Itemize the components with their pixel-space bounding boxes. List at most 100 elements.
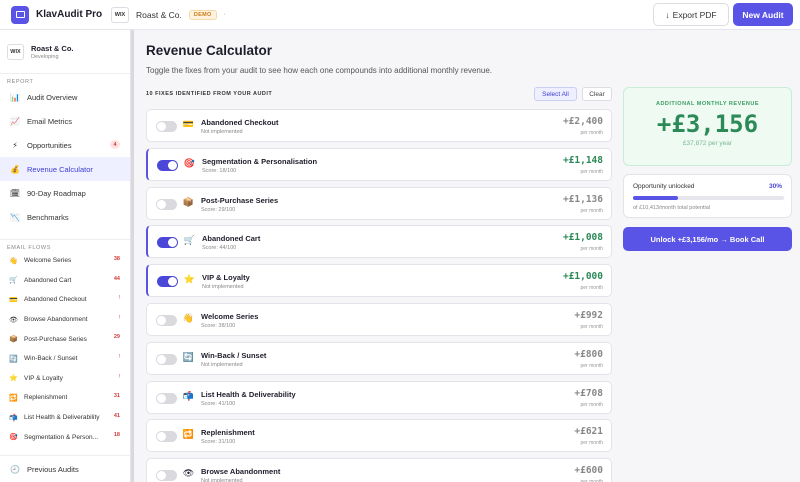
fix-toggle[interactable]: [156, 431, 177, 443]
flow-score: 44: [113, 275, 120, 282]
money-bag-icon: 💰: [10, 164, 20, 174]
nav-email-metrics[interactable]: 📈 Email Metrics: [0, 109, 130, 133]
select-all-button[interactable]: Select All: [534, 87, 577, 101]
clear-button[interactable]: Clear: [582, 87, 612, 101]
toggle-knob: [168, 238, 177, 248]
fix-value: +£708: [574, 387, 603, 399]
client-logo: WIX: [111, 6, 129, 23]
fix-title: Welcome Series: [201, 312, 259, 321]
flow-welcome-series[interactable]: 👋 Welcome Series 38: [0, 251, 130, 271]
nav-previous-audits[interactable]: 🕘 Previous Audits: [0, 455, 131, 482]
fix-count-label: 10 FIXES IDENTIFIED FROM YOUR AUDIT: [146, 91, 273, 97]
flow-abandoned-cart[interactable]: 🛒 Abandoned Cart 44: [0, 271, 130, 291]
flow-abandoned-checkout[interactable]: 💳 Abandoned Checkout !: [0, 290, 130, 310]
benchmark-chart-icon: 📉: [10, 212, 20, 222]
flow-label: Replenishment: [24, 394, 68, 402]
nav-label: Revenue Calculator: [27, 164, 93, 174]
fix-icon: 🛒: [183, 235, 196, 246]
fix-title: Replenishment: [201, 428, 255, 438]
fix-icon: 📦: [182, 196, 195, 207]
client-menu-icon[interactable]: ·: [223, 11, 226, 18]
toggle-knob: [157, 432, 166, 442]
flow-alert: !: [118, 353, 120, 360]
export-pdf-button[interactable]: ↓ Export PDF: [653, 3, 729, 26]
client-switcher[interactable]: WIX Roast & Co. DEMO ·: [111, 6, 226, 23]
nav-audit-overview[interactable]: 📊 Audit Overview: [0, 85, 130, 109]
toggle-knob: [157, 122, 166, 131]
fix-per-month: per month: [580, 440, 603, 447]
fix-value: +£600: [574, 465, 603, 477]
toggle-knob: [168, 160, 177, 170]
fix-toggle[interactable]: [156, 353, 177, 365]
fix-subtitle: Score: 29/100: [201, 206, 236, 213]
nav-90-day-roadmap[interactable]: 🗓 90-Day Roadmap: [0, 181, 130, 205]
fix-value: +£621: [574, 426, 603, 438]
fix-per-month: per month: [580, 168, 603, 175]
workspace-switcher[interactable]: WIX Roast & Co. Developing: [0, 30, 130, 64]
fix-value: +£1,136: [562, 193, 603, 205]
fix-toggle[interactable]: [156, 392, 177, 404]
flow-browse-abandonment[interactable]: 👁 Browse Abandonment !: [0, 310, 130, 330]
nav-label: 90-Day Roadmap: [27, 188, 86, 198]
trend-icon: 📈: [10, 116, 20, 126]
new-audit-button[interactable]: New Audit: [733, 3, 793, 26]
fix-toggle[interactable]: [157, 237, 178, 249]
flow-label: Segmentation & Person...: [24, 433, 99, 441]
fix-row[interactable]: 💳 Abandoned Checkout Not implemented +£2,40…: [146, 109, 612, 142]
flow-vip-loyalty[interactable]: ⭐ VIP & Loyalty !: [0, 369, 130, 389]
fix-icon: 💳: [182, 119, 195, 129]
fix-subtitle: Not implemented: [201, 478, 243, 482]
flow-alert: !: [118, 373, 120, 380]
flow-label: Browse Abandonment: [24, 316, 88, 324]
package-icon: 📦: [9, 336, 18, 344]
nav-revenue-calculator[interactable]: 💰 Revenue Calculator: [0, 157, 130, 181]
fix-toggle[interactable]: [156, 121, 177, 132]
report-section-heading: REPORT: [0, 73, 130, 85]
fix-row[interactable]: 🎯 Segmentation & Personalisation Score: 18…: [146, 147, 612, 181]
flow-replenishment[interactable]: 🔁 Replenishment 31: [0, 388, 130, 408]
toggle-knob: [157, 199, 166, 209]
fix-row[interactable]: 🛒 Abandoned Cart Score: 44/100 +£1,008 per m…: [146, 225, 612, 259]
report-nav: 📊 Audit Overview 📈 Email Metrics ⚡ Oppor…: [0, 85, 130, 229]
fix-row[interactable]: 🔄 Win-Back / Sunset Not implemented +£800 pe…: [146, 341, 612, 375]
revenue-amount: +£3,156: [656, 110, 759, 138]
fix-toggle[interactable]: [156, 198, 177, 210]
fix-row[interactable]: 📬 List Health & Deliverability Score: 41/1…: [146, 380, 612, 414]
star-icon: ⭐: [9, 375, 18, 383]
fix-toggle[interactable]: [156, 470, 177, 482]
download-icon: ↓: [665, 9, 670, 20]
fix-title: VIP & Loyalty: [202, 273, 250, 283]
fix-row[interactable]: 👋 Welcome Series Score: 38/100 +£992 per mon…: [146, 303, 612, 336]
toggle-knob: [157, 393, 166, 403]
fix-title: Post-Purchase Series: [201, 195, 279, 205]
fix-title: Segmentation & Personalisation: [202, 156, 318, 166]
demo-badge: DEMO: [188, 9, 217, 20]
brand[interactable]: KlavAudit Pro: [0, 5, 108, 24]
opportunity-progress-bar: [633, 196, 784, 200]
fix-row[interactable]: 📦 Post-Purchase Series Score: 29/100 +£1,13…: [146, 186, 612, 220]
fix-row[interactable]: ⭐ VIP & Loyalty Not implemented +£1,000 per …: [146, 264, 612, 298]
flow-score: 18: [113, 432, 120, 439]
flow-post-purchase-series[interactable]: 📦 Post-Purchase Series 29: [0, 329, 130, 349]
fix-value: +£992: [574, 310, 603, 321]
flow-segmentation[interactable]: 🎯 Segmentation & Person... 18: [0, 427, 130, 447]
nav-opportunities[interactable]: ⚡ Opportunities 4: [0, 133, 130, 157]
fix-toggle[interactable]: [157, 276, 178, 288]
fix-toggle[interactable]: [157, 159, 178, 171]
flow-score: 31: [113, 393, 120, 400]
flow-list-health[interactable]: 📬 List Health & Deliverability 41: [0, 408, 130, 428]
fix-title: List Health & Deliverability: [201, 389, 296, 399]
fix-subtitle: Not implemented: [202, 284, 244, 291]
unlock-book-call-button[interactable]: Unlock +£3,156/mo → Book Call: [623, 227, 792, 251]
fix-subtitle: Score: 31/100: [201, 439, 236, 446]
nav-benchmarks[interactable]: 📉 Benchmarks: [0, 205, 130, 229]
fix-icon: ⭐: [183, 274, 196, 285]
flows-nav: 👋 Welcome Series 38 🛒 Abandoned Cart 44 …: [0, 251, 130, 447]
fix-row[interactable]: 🔁 Replenishment Score: 31/100 +£621 per mont…: [146, 419, 612, 453]
fix-toggle[interactable]: [156, 315, 177, 326]
target-icon: 🎯: [9, 434, 18, 442]
fix-title: Browse Abandonment: [201, 467, 281, 477]
flow-win-back-sunset[interactable]: 🔄 Win-Back / Sunset !: [0, 349, 130, 369]
fix-icon: 👁: [182, 468, 195, 479]
